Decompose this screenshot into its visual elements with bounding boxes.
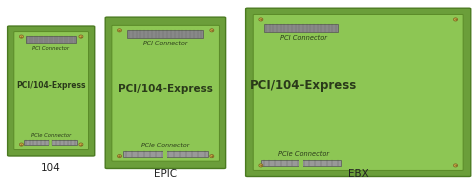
Text: PCI Connector: PCI Connector xyxy=(280,35,327,41)
Text: PCIe Connector: PCIe Connector xyxy=(278,151,329,157)
Ellipse shape xyxy=(20,35,23,38)
Ellipse shape xyxy=(118,155,121,158)
FancyBboxPatch shape xyxy=(112,25,219,161)
Bar xyxy=(26,36,76,43)
FancyBboxPatch shape xyxy=(253,14,463,170)
Ellipse shape xyxy=(79,35,83,38)
Bar xyxy=(299,159,303,167)
Bar xyxy=(127,30,203,38)
Ellipse shape xyxy=(118,29,121,32)
Ellipse shape xyxy=(20,143,23,146)
Bar xyxy=(261,159,341,166)
Bar xyxy=(49,140,52,146)
Bar xyxy=(24,140,77,145)
Text: PCIe Connector: PCIe Connector xyxy=(31,133,71,138)
Ellipse shape xyxy=(259,18,263,21)
Bar xyxy=(123,151,208,157)
Text: PCI Connector: PCI Connector xyxy=(32,46,69,51)
Text: EPIC: EPIC xyxy=(154,169,177,179)
Ellipse shape xyxy=(79,143,83,146)
Text: PCI/104-Express: PCI/104-Express xyxy=(249,79,357,92)
FancyBboxPatch shape xyxy=(246,8,471,177)
Ellipse shape xyxy=(454,164,457,167)
Text: EBX: EBX xyxy=(347,169,368,179)
Text: 104: 104 xyxy=(41,163,61,173)
Bar xyxy=(264,24,338,32)
FancyBboxPatch shape xyxy=(14,31,89,150)
FancyBboxPatch shape xyxy=(105,17,226,168)
Ellipse shape xyxy=(454,18,457,21)
Ellipse shape xyxy=(210,29,214,32)
Text: PCI/104-Express: PCI/104-Express xyxy=(16,81,86,90)
Ellipse shape xyxy=(210,155,214,158)
Bar xyxy=(163,150,167,158)
Text: PCI Connector: PCI Connector xyxy=(143,41,188,46)
Ellipse shape xyxy=(259,164,263,167)
Text: PCI/104-Express: PCI/104-Express xyxy=(118,84,213,94)
FancyBboxPatch shape xyxy=(8,26,95,156)
Text: PCIe Connector: PCIe Connector xyxy=(141,143,190,148)
